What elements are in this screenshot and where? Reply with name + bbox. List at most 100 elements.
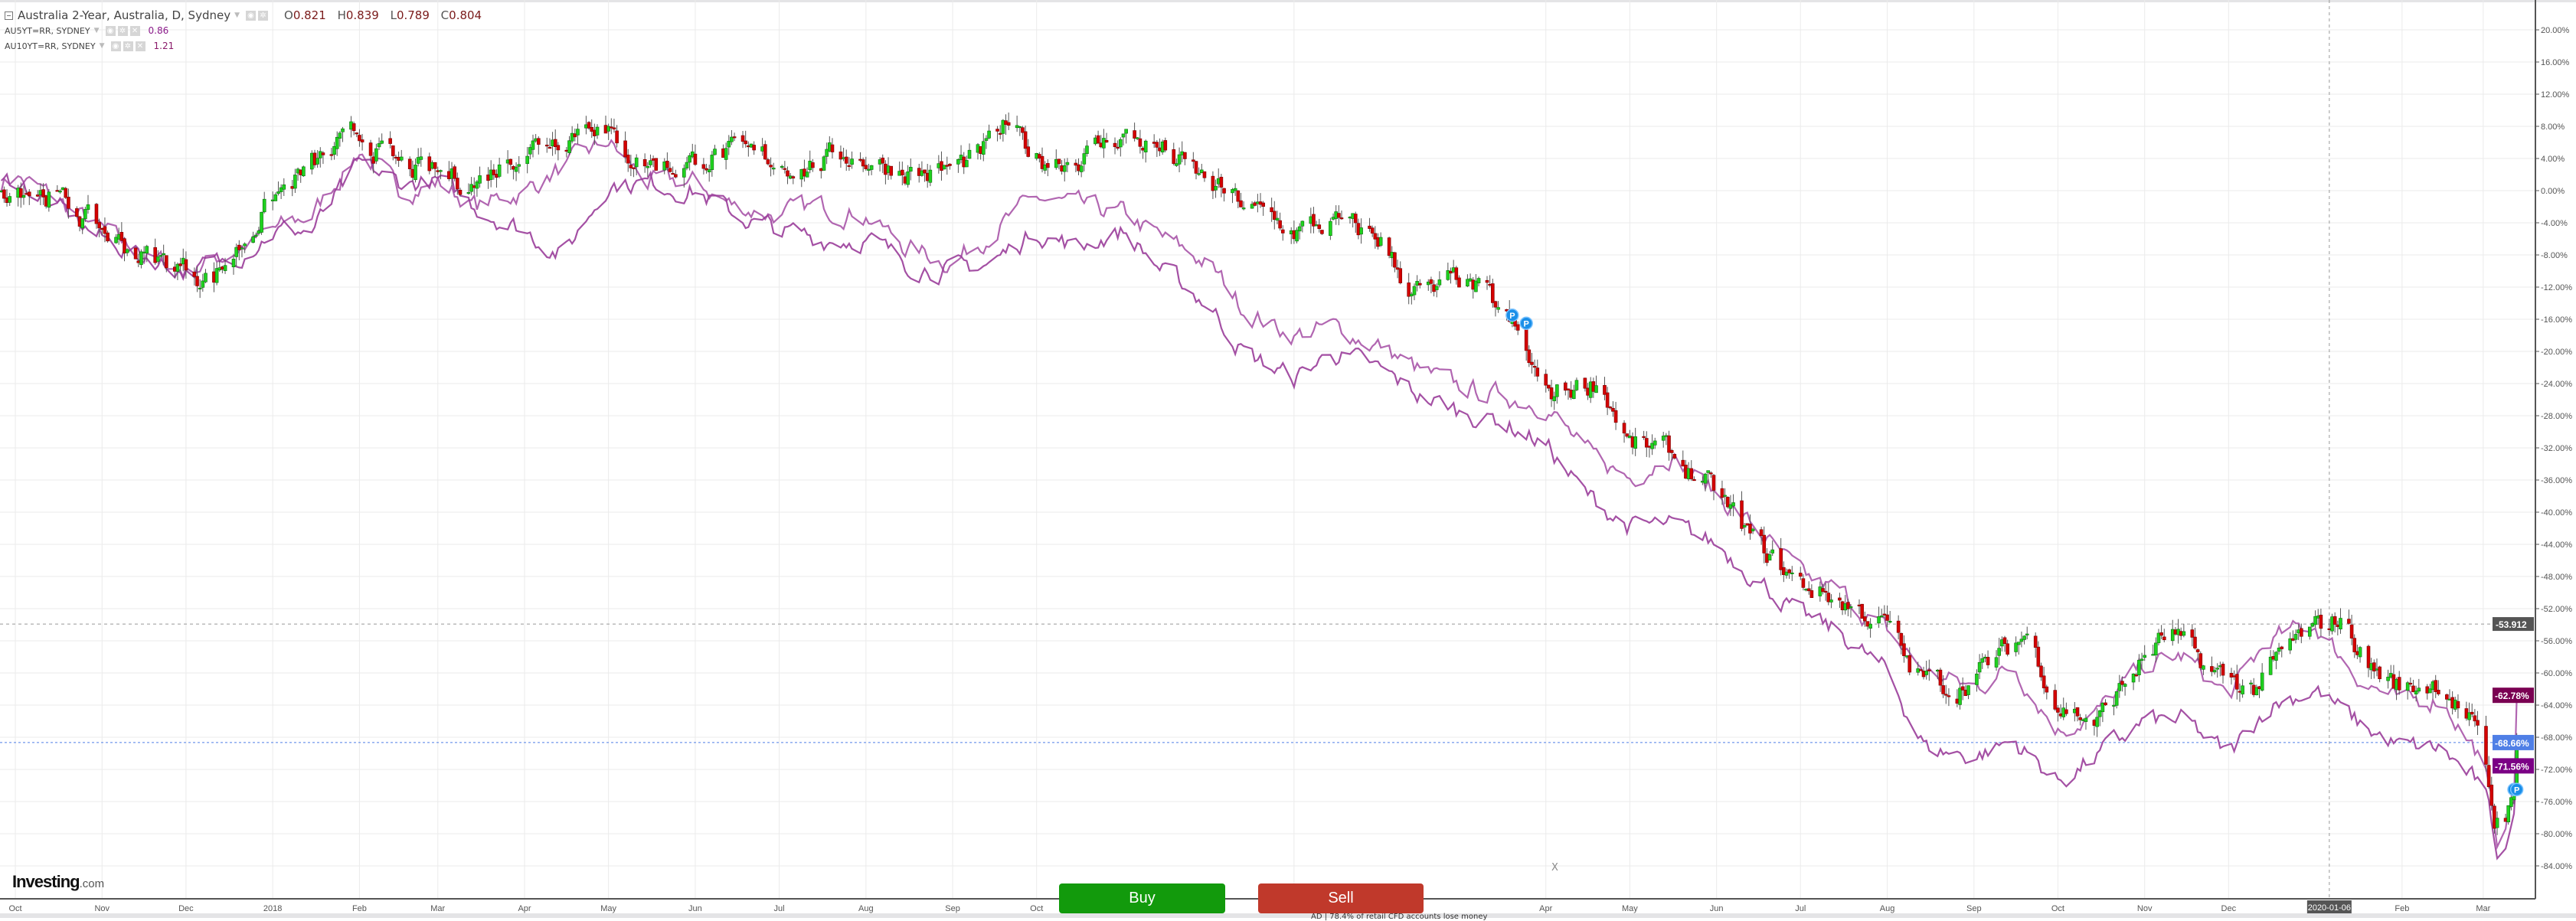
- price-label-badge: [2493, 687, 2534, 704]
- candle: [1720, 488, 1724, 498]
- candle: [1446, 270, 1450, 280]
- candle: [629, 165, 633, 168]
- candle: [2332, 616, 2337, 625]
- candle: [682, 168, 686, 178]
- candle: [1960, 686, 1965, 691]
- eye-icon[interactable]: ◉: [246, 10, 257, 21]
- candle: [1113, 142, 1117, 148]
- candle: [1295, 230, 1299, 242]
- candle: [1085, 145, 1089, 154]
- logo-text: Investing: [12, 872, 80, 891]
- close-icon[interactable]: ✕: [135, 41, 145, 51]
- eye-icon[interactable]: ◉: [105, 25, 116, 36]
- ohlc-values: O0.821 H0.839 L0.789 C0.804: [276, 8, 482, 22]
- candle: [2484, 726, 2488, 765]
- y-tick-label: -20.00%: [2541, 348, 2572, 357]
- caret-down-icon[interactable]: ▼: [99, 42, 105, 50]
- gear-icon[interactable]: ✲: [123, 41, 133, 51]
- candle: [2467, 712, 2471, 720]
- candle: [2120, 681, 2124, 685]
- series-line-au10y: [0, 157, 2518, 861]
- top-border: [0, 0, 2576, 2]
- close-ad-button[interactable]: X: [1551, 862, 1558, 874]
- au10y-name[interactable]: AU10YT=RR, SYDNEY: [5, 41, 96, 51]
- x-tick-label: Nov: [2137, 904, 2153, 913]
- main-series-title[interactable]: Australia 2-Year, Australia, D, Sydney: [18, 8, 231, 22]
- candle: [273, 194, 278, 201]
- event-marker-icon[interactable]: [2509, 782, 2524, 796]
- price-label: -71.56%: [2495, 761, 2529, 772]
- candle: [2293, 634, 2298, 640]
- candle: [2045, 686, 2049, 693]
- candle: [1280, 229, 1285, 234]
- candle: [1787, 569, 1791, 573]
- y-tick-label: -60.00%: [2541, 669, 2572, 678]
- caret-down-icon[interactable]: ▼: [93, 27, 100, 34]
- candle: [2378, 666, 2381, 680]
- disclaimer-text: AD | 78.4% of retail CFD accounts lose m…: [1311, 913, 1488, 921]
- candle: [1353, 214, 1358, 224]
- candle: [864, 165, 868, 169]
- candle: [576, 129, 580, 136]
- candle: [1143, 140, 1148, 152]
- candle: [769, 165, 773, 168]
- candle: [869, 165, 874, 170]
- candle: [1197, 173, 1201, 175]
- candle: [1885, 614, 1889, 621]
- candle: [1622, 423, 1626, 434]
- candle: [610, 126, 613, 129]
- candle: [1784, 571, 1789, 576]
- candle: [1199, 169, 1204, 174]
- candle: [240, 247, 244, 250]
- y-tick-label: -84.00%: [2541, 862, 2572, 871]
- candle: [2198, 653, 2203, 668]
- candle: [2417, 687, 2421, 692]
- candle: [41, 189, 45, 198]
- buy-button[interactable]: Buy: [1059, 883, 1225, 913]
- candle: [984, 138, 989, 141]
- candle: [780, 165, 784, 168]
- candle: [606, 126, 610, 132]
- eye-icon[interactable]: ◉: [110, 41, 121, 51]
- au5y-name[interactable]: AU5YT=RR, SYDNEY: [5, 25, 90, 36]
- sell-button[interactable]: Sell: [1258, 883, 1424, 913]
- candle: [567, 140, 571, 153]
- gear-icon[interactable]: ✲: [117, 25, 128, 36]
- candle: [704, 168, 708, 171]
- candle: [2117, 683, 2122, 691]
- candle: [1689, 468, 1694, 479]
- candle: [1192, 159, 1195, 162]
- x-tick-label: Feb: [352, 904, 367, 913]
- candle: [391, 145, 395, 156]
- candle: [1826, 593, 1831, 603]
- candle: [2112, 704, 2116, 707]
- candle: [1046, 163, 1050, 168]
- gear-icon[interactable]: ✲: [258, 10, 269, 21]
- candle: [514, 166, 518, 172]
- collapse-icon[interactable]: [5, 11, 13, 20]
- candle: [1709, 472, 1713, 475]
- candle: [1728, 504, 1733, 509]
- event-marker-icon[interactable]: [1519, 316, 1533, 330]
- candle: [159, 255, 163, 257]
- event-marker-icon[interactable]: [1505, 309, 1519, 322]
- candle: [156, 256, 160, 262]
- caret-down-icon[interactable]: ▼: [234, 11, 240, 19]
- candle: [2154, 642, 2158, 656]
- candle: [923, 169, 927, 174]
- event-markers[interactable]: PPPP: [1505, 309, 2524, 796]
- x-tick-label: Oct: [2051, 904, 2064, 913]
- candle: [805, 171, 809, 178]
- candle: [407, 158, 412, 169]
- x-tick-label: Mar: [430, 904, 445, 913]
- candle: [573, 133, 577, 138]
- footer-bar: [0, 913, 2576, 918]
- candle: [1902, 643, 1906, 656]
- close-icon[interactable]: ✕: [129, 25, 140, 36]
- candle: [2280, 646, 2284, 649]
- candle: [1026, 146, 1031, 157]
- candle: [1102, 138, 1106, 149]
- candle: [1611, 407, 1615, 412]
- candle: [1899, 632, 1904, 646]
